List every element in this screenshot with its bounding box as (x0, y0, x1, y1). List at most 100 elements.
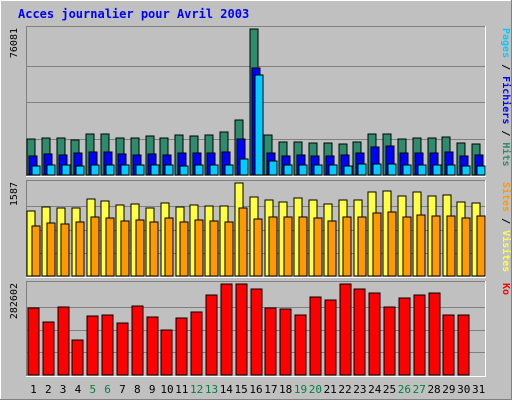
bar-sites-27 (416, 214, 426, 277)
x-tick-label: 14 (220, 383, 234, 396)
bar-pages-20 (313, 164, 323, 176)
bar-sites-25 (387, 211, 397, 277)
bar-pages-10 (164, 164, 174, 176)
bar-ko-15 (235, 283, 248, 376)
x-tick-label: 9 (149, 383, 156, 396)
x-tick-label: 29 (442, 383, 455, 396)
x-tick-label: 1 (30, 383, 37, 396)
bar-sites-30 (461, 217, 471, 277)
bar-sites-13 (209, 220, 219, 277)
x-tick-label: 5 (89, 383, 96, 396)
bar-sites-17 (268, 216, 278, 277)
x-tick-label: 19 (294, 383, 307, 396)
bar-sites-14 (224, 221, 234, 277)
x-tick-label: 21 (324, 383, 337, 396)
bar-ko-28 (428, 292, 441, 376)
bar-ko-13 (205, 294, 218, 376)
x-tick-label: 31 (472, 383, 485, 396)
bar-pages-8 (135, 164, 145, 176)
chart-title: Acces journalier pour Avril 2003 (18, 7, 249, 21)
bar-ko-18 (279, 308, 292, 376)
bar-pages-7 (120, 164, 130, 176)
bar-sites-11 (179, 221, 189, 277)
x-tick-label: 16 (249, 383, 262, 396)
bar-ko-27 (413, 294, 426, 376)
x-tick-label: 20 (309, 383, 322, 396)
panel-legend-label: Pages / Fichiers / Hits (500, 28, 512, 167)
bar-pages-27 (417, 164, 427, 176)
panel-ko: 282602 Ko (9, 281, 511, 377)
bar-sites-5 (90, 216, 100, 277)
x-tick-label: 25 (383, 383, 396, 396)
bar-ko-17 (264, 307, 277, 376)
bar-pages-2 (46, 164, 56, 176)
x-tick-label: 17 (264, 383, 277, 396)
legend-text: Sites (500, 182, 512, 212)
bar-ko-11 (175, 317, 188, 376)
x-tick-label: 24 (368, 383, 382, 396)
bar-pages-4 (75, 165, 85, 176)
bar-sites-18 (283, 216, 293, 277)
bar-ko-14 (220, 283, 233, 376)
bar-ko-23 (353, 288, 366, 376)
bar-ko-29 (442, 314, 455, 376)
bar-ko-4 (71, 339, 84, 376)
bar-ko-25 (383, 306, 396, 376)
x-tick-label: 2 (45, 383, 52, 396)
bar-sites-16 (253, 218, 263, 277)
x-tick-label: 3 (60, 383, 67, 396)
bar-pages-23 (357, 163, 367, 176)
x-tick-label: 27 (413, 383, 426, 396)
bar-sites-23 (357, 216, 367, 277)
bar-ko-10 (160, 329, 173, 376)
bar-ko-9 (146, 316, 159, 376)
bar-sites-21 (327, 220, 337, 277)
bar-ko-6 (101, 314, 114, 376)
bar-pages-21 (328, 164, 338, 176)
legend-text: / (500, 212, 511, 230)
bar-ko-8 (131, 305, 144, 376)
bar-sites-9 (149, 221, 159, 277)
legend-text: Pages (500, 28, 511, 58)
panel-max-label: 282602 (9, 283, 20, 319)
bar-ko-3 (57, 306, 70, 376)
x-tick-label: 11 (175, 383, 188, 396)
bar-sites-12 (194, 219, 204, 277)
bar-pages-12 (194, 164, 204, 176)
bar-pages-5 (90, 164, 100, 176)
x-tick-label: 6 (104, 383, 111, 396)
bar-sites-19 (298, 216, 308, 277)
bar-pages-15 (239, 158, 249, 176)
x-tick-label: 7 (119, 383, 126, 396)
bar-pages-3 (61, 164, 71, 176)
bar-ko-2 (42, 321, 55, 376)
legend-text: / (500, 58, 511, 76)
x-tick-label: 22 (338, 383, 351, 396)
x-tick-label: 8 (134, 383, 141, 396)
x-tick-label: 30 (457, 383, 470, 396)
bar-pages-28 (432, 164, 442, 176)
bar-sites-20 (313, 217, 323, 277)
bar-ko-1 (27, 307, 40, 376)
bar-sites-1 (31, 225, 41, 277)
bar-sites-10 (164, 217, 174, 277)
bar-ko-24 (368, 292, 381, 376)
legend-text: Ko (500, 283, 511, 295)
bar-ko-12 (190, 311, 203, 376)
panel-hits-fichiers-pages: 76081 Pages / Fichiers / Hits (9, 26, 512, 177)
bar-pages-31 (476, 165, 486, 176)
bar-pages-11 (179, 165, 189, 176)
bar-pages-13 (209, 164, 219, 176)
legend-text: Hits (500, 142, 512, 166)
bar-pages-1 (31, 165, 41, 176)
bar-sites-29 (446, 215, 456, 277)
x-tick-label: 10 (160, 383, 173, 396)
legend-text: Fichiers (500, 76, 512, 124)
bar-pages-17 (268, 160, 278, 176)
bar-sites-4 (75, 221, 85, 277)
x-axis-labels: 1 2 3 4 5 6 7 8 9 10 11 12 13 14 15 16 17 18 19 20 21 22 23 24 2… (30, 383, 485, 396)
bar-sites-6 (105, 217, 115, 277)
chart-panels: 76081 Pages / Fichiers / Hits 1587 Sites / … (9, 26, 512, 377)
x-tick-label: 15 (235, 383, 248, 396)
bar-ko-5 (86, 315, 99, 376)
